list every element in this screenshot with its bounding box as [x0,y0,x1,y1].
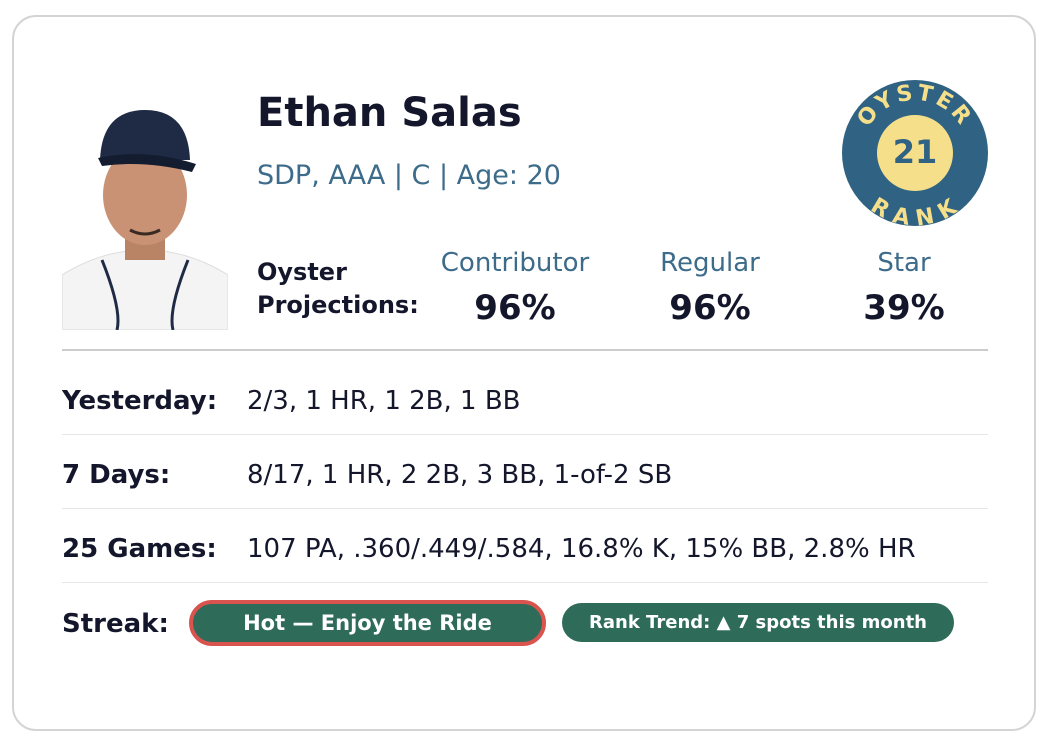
stat-label: Yesterday: [62,386,218,416]
projection-label: Contributor [440,248,590,278]
stat-label: 25 Games: [62,534,217,564]
row-divider [62,582,988,583]
streak-status: Hot — Enjoy the Ride [189,600,546,646]
row-divider [62,434,988,435]
projection-value: 96% [474,288,556,328]
card [12,15,1036,731]
projection-value: 39% [863,288,945,328]
projection: Regular 96% [610,248,810,328]
rank-badge: OYSTER RANK 21 [842,80,988,228]
projection: Contributor 96% [415,248,615,328]
projection-label: Star [877,248,931,278]
stat-label: 7 Days: [62,460,171,490]
streak-label: Streak: [62,609,169,639]
stat-value: 8/17, 1 HR, 2 2B, 3 BB, 1-of-2 SB [247,460,673,490]
player-name: Ethan Salas [257,90,522,136]
rank-trend: Rank Trend: ▲ 7 spots this month [562,603,954,642]
projection: Star 39% [804,248,1004,328]
player-subtitle: SDP, AAA | C | Age: 20 [257,160,561,191]
stat-value: 2/3, 1 HR, 1 2B, 1 BB [247,386,521,416]
badge-rank: 21 [893,133,938,171]
divider [62,349,988,351]
projections-label: Oyster Projections: [257,258,419,319]
row-divider [62,508,988,509]
stat-value: 107 PA, .360/.449/.584, 16.8% K, 15% BB,… [247,534,916,564]
player-photo [62,100,228,330]
projection-label: Regular [660,248,760,278]
projection-value: 96% [669,288,751,328]
